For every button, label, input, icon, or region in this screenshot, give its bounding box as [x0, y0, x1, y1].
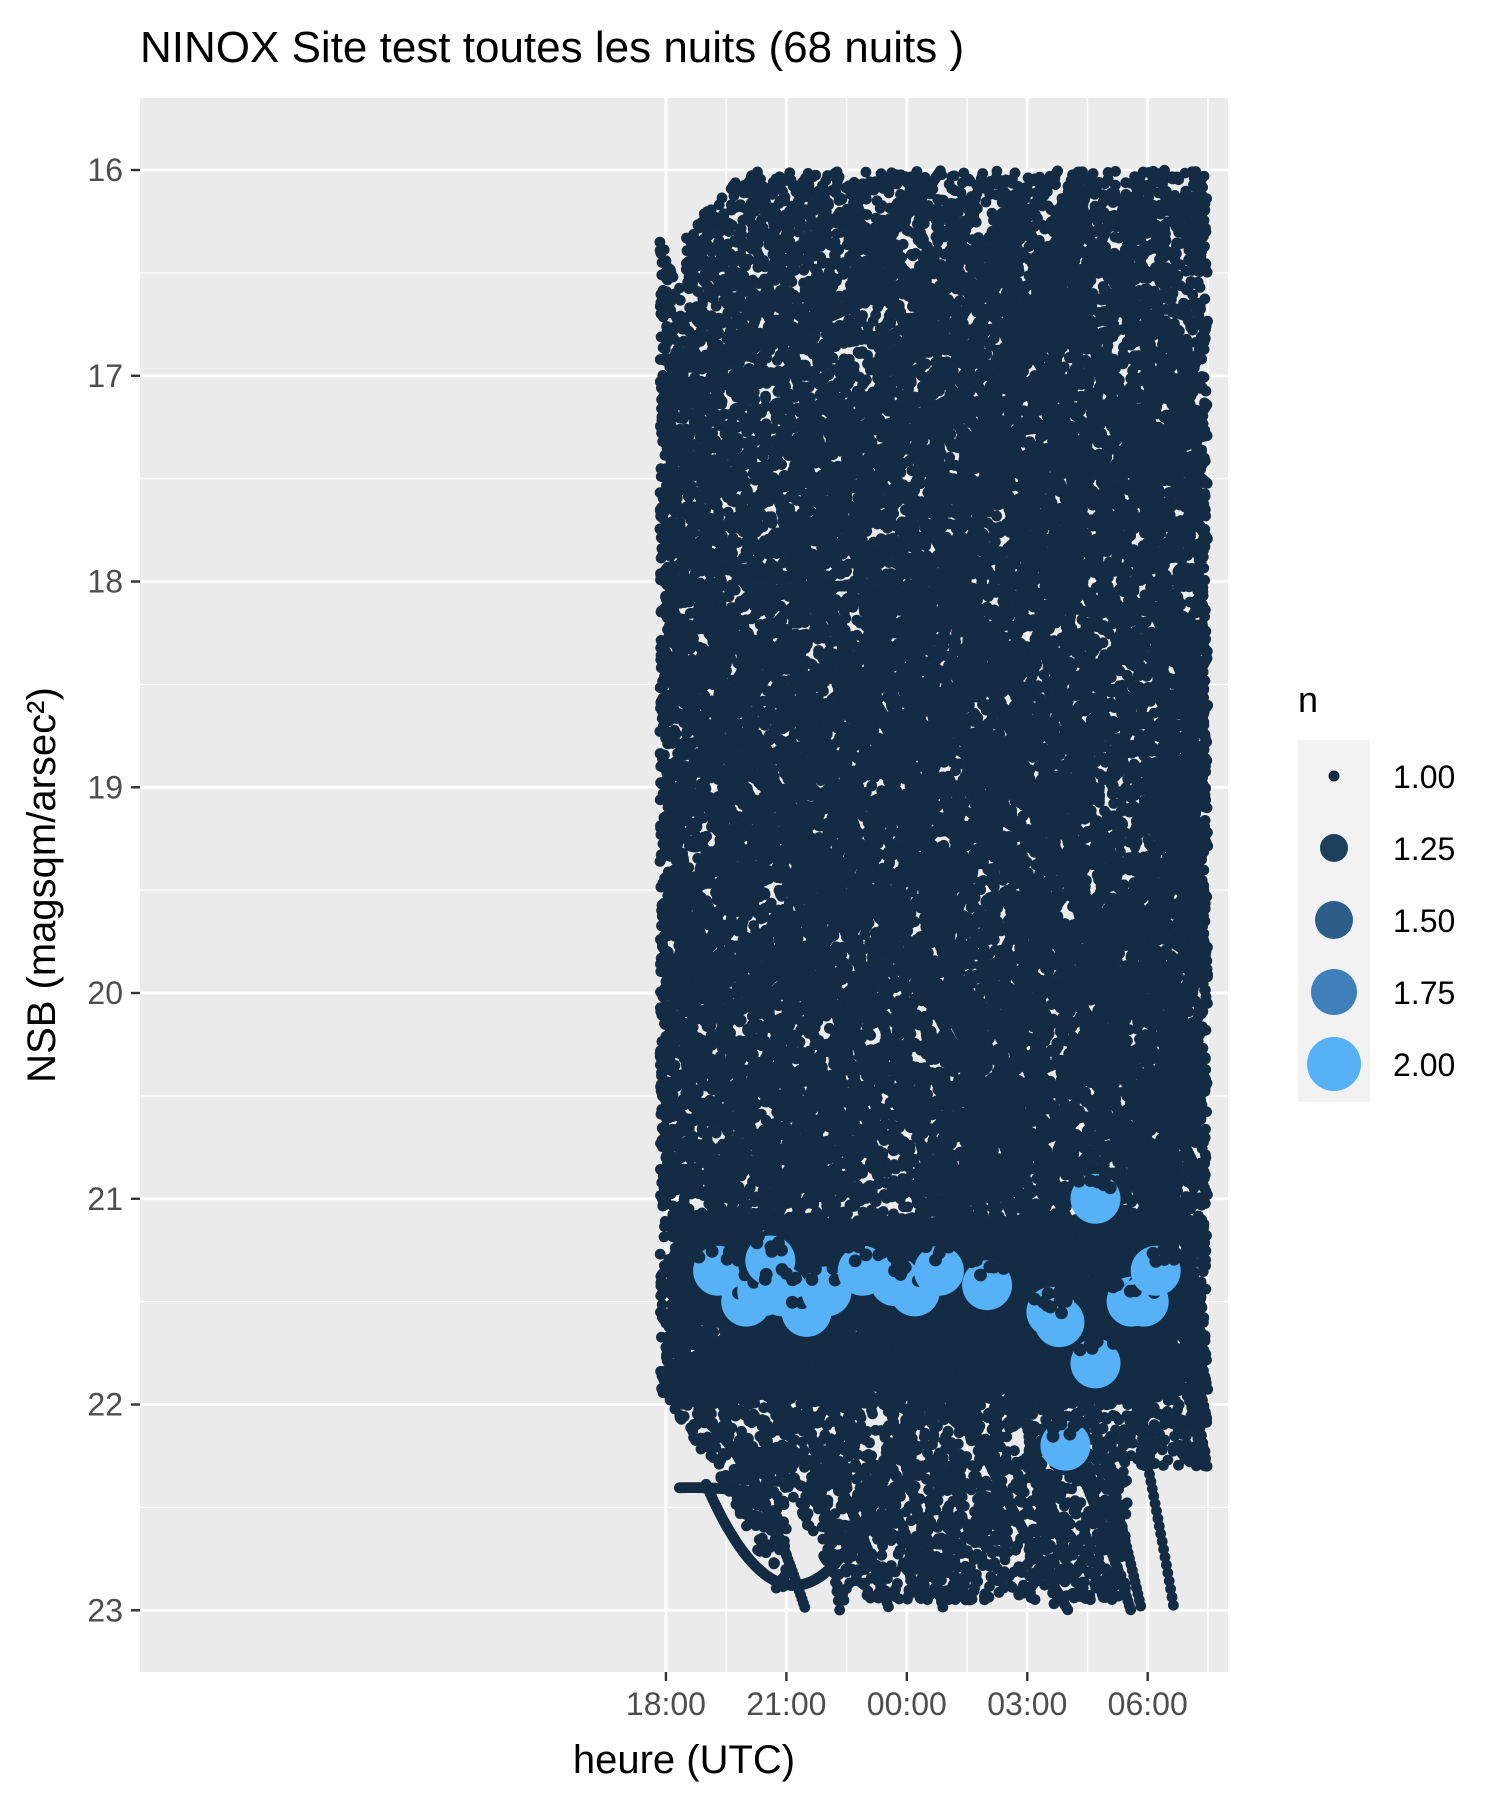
dots-layer — [655, 165, 1214, 1616]
data-point — [864, 1437, 875, 1448]
data-point — [861, 167, 872, 178]
chart-title: NINOX Site test toutes les nuits (68 nui… — [140, 23, 964, 72]
